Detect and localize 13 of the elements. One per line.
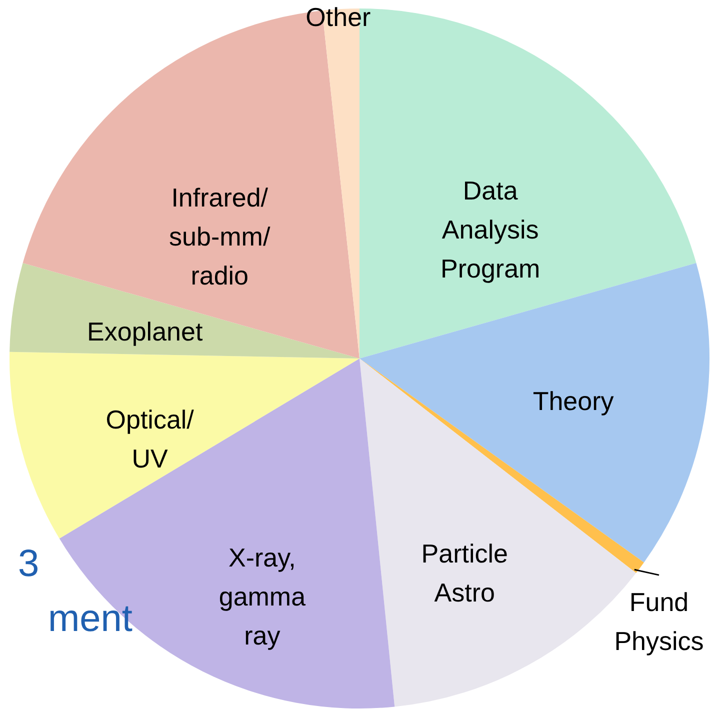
- slice-label: Infrared/ sub-mm/ radio: [169, 182, 271, 291]
- pie-slice: [10, 352, 360, 539]
- slice-label: Optical/ UV: [106, 404, 195, 474]
- slice-label: Theory: [532, 386, 614, 416]
- slice-label: X-ray, gamma ray: [218, 542, 306, 650]
- text: 3: [18, 543, 40, 585]
- slice-label: Data Analysis Program: [440, 175, 540, 284]
- text: ment: [48, 598, 133, 640]
- pie-slice: [10, 262, 360, 358]
- slice-label: Other: [306, 2, 372, 32]
- slice-label: Particle Astro: [421, 538, 508, 608]
- slice-label: Fund Physics: [614, 587, 704, 656]
- slice-label: Exoplanet: [87, 316, 204, 347]
